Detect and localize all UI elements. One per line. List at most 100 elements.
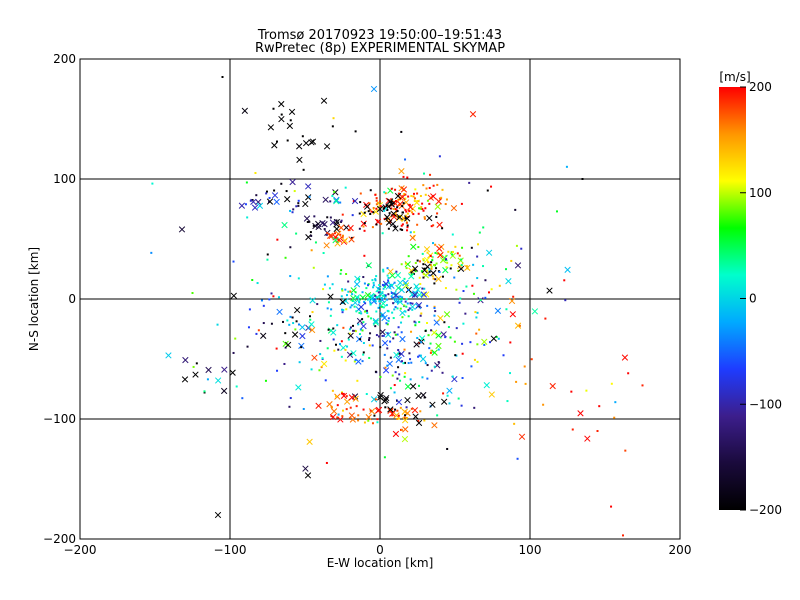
data-point-dot: [308, 195, 311, 198]
data-point-dot: [404, 158, 407, 161]
data-point-cross: [330, 329, 337, 336]
data-point-cross: [346, 351, 354, 358]
data-point-dot: [524, 382, 527, 385]
colorbar-tick-label: −200: [749, 503, 782, 517]
data-point-dot: [324, 379, 327, 382]
data-point-dot: [410, 273, 413, 276]
data-point-dot: [355, 310, 358, 313]
data-point-dot: [514, 208, 517, 211]
data-point-dot: [394, 306, 397, 309]
data-point-cross: [420, 391, 427, 399]
data-point-cross: [357, 303, 365, 311]
data-point-dot: [405, 221, 408, 224]
data-point-dot: [393, 384, 396, 387]
data-point-dot: [398, 214, 401, 217]
data-point-cross: [332, 189, 339, 196]
data-point-dot: [395, 270, 398, 273]
data-point-cross: [347, 332, 354, 339]
data-point-dot: [476, 277, 479, 280]
data-point-cross: [392, 430, 400, 438]
data-point-dot: [516, 457, 519, 460]
data-point-dot: [435, 267, 438, 270]
data-point-cross: [430, 269, 437, 277]
data-point-dot: [374, 294, 377, 297]
data-point-dot: [342, 309, 345, 312]
data-point-dot: [433, 264, 436, 267]
data-point-dot: [410, 361, 413, 364]
data-point-dot: [272, 107, 275, 110]
data-point-dot: [458, 301, 461, 304]
data-point-dot: [329, 200, 332, 203]
data-point-cross: [308, 321, 315, 328]
data-point-dot: [376, 201, 379, 204]
data-point-cross: [430, 193, 437, 200]
data-point-dot: [363, 282, 366, 285]
data-point-cross: [286, 122, 294, 130]
data-point-dot: [426, 199, 429, 202]
data-point-cross: [260, 332, 267, 339]
data-point-dot: [515, 244, 518, 247]
data-point-dot: [614, 401, 617, 404]
data-point-dot: [291, 316, 294, 319]
data-point-cross: [409, 383, 417, 390]
data-point-cross: [350, 294, 357, 302]
data-point-dot: [284, 256, 287, 259]
data-point-dot: [412, 192, 415, 195]
data-point-dot: [422, 209, 425, 212]
data-point-dot: [378, 300, 381, 303]
data-point-dot: [476, 360, 479, 363]
data-point-cross: [437, 315, 444, 322]
data-point-cross: [377, 394, 384, 401]
data-point-dot: [438, 197, 441, 200]
data-point-cross: [334, 393, 341, 400]
data-point-dot: [446, 394, 449, 397]
data-point-cross: [577, 410, 584, 417]
data-point-dot: [312, 266, 315, 269]
data-point-dot: [433, 282, 436, 285]
data-point-dot: [505, 308, 508, 311]
data-point-dot: [435, 262, 438, 265]
data-point-dot: [423, 396, 426, 399]
data-point-dot: [309, 318, 312, 321]
data-point-dot: [251, 278, 254, 281]
data-point-cross: [192, 371, 199, 378]
data-point-dot: [351, 214, 354, 217]
data-point-cross: [419, 355, 427, 363]
data-point-dot: [280, 182, 283, 185]
data-point-dot: [310, 234, 313, 237]
data-point-cross: [435, 198, 442, 205]
data-point-dot: [412, 195, 415, 198]
data-point-dot: [482, 265, 485, 268]
data-point-dot: [413, 231, 416, 234]
data-point-cross: [322, 196, 329, 203]
data-point-dot: [414, 324, 417, 327]
data-point-dot: [342, 326, 345, 329]
data-point-dot: [406, 302, 409, 305]
data-point-cross: [302, 139, 310, 147]
data-point-dot: [372, 286, 375, 289]
data-point-dot: [544, 317, 547, 320]
data-point-dot: [440, 196, 443, 199]
data-point-cross: [221, 366, 228, 373]
data-point-cross: [401, 435, 409, 443]
data-point-dot: [232, 260, 235, 263]
data-point-cross: [398, 350, 405, 358]
data-point-dot: [428, 270, 431, 273]
data-point-dot: [433, 365, 436, 368]
data-point-dot: [430, 369, 433, 372]
data-point-dot: [419, 207, 422, 210]
data-point-dot: [270, 322, 273, 325]
data-point-dot: [422, 276, 425, 279]
data-point-dot: [255, 194, 258, 197]
data-point-dot: [221, 76, 224, 78]
y-tick-label: 200: [53, 52, 76, 66]
data-point-dot: [363, 211, 366, 214]
data-point-cross: [341, 237, 349, 244]
data-point-dot: [300, 346, 303, 349]
data-point-dot: [376, 421, 379, 424]
data-point-cross: [423, 291, 430, 298]
data-point-dot: [460, 202, 463, 205]
data-point-dot: [411, 302, 414, 305]
data-point-dot: [542, 403, 545, 406]
